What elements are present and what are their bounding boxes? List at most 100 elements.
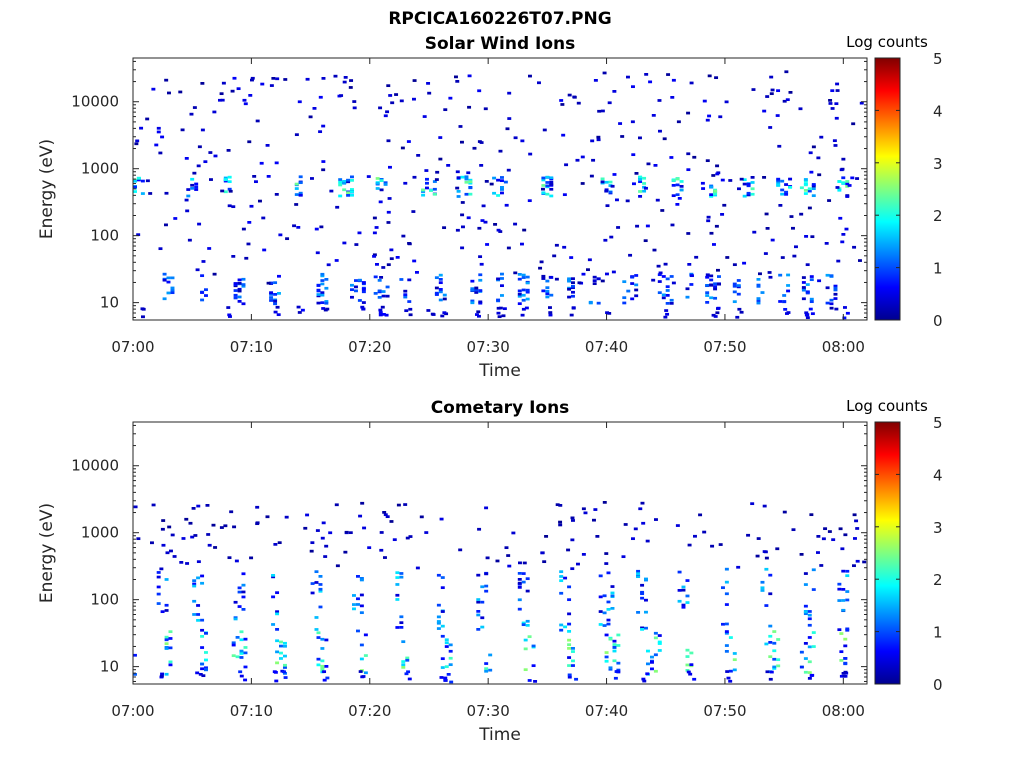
spectrogram-cell bbox=[658, 129, 662, 133]
spectrogram-cell bbox=[200, 574, 205, 578]
spectrogram-cell bbox=[320, 668, 325, 672]
spectrogram-cell bbox=[665, 294, 670, 297]
spectrogram-cell bbox=[190, 177, 195, 181]
spectrogram-cell bbox=[455, 228, 460, 232]
spectrogram-cell bbox=[839, 659, 844, 662]
spectrogram-cell bbox=[571, 294, 575, 298]
spectrogram-cell bbox=[657, 99, 662, 102]
spectrogram-cell bbox=[576, 562, 580, 566]
spectrogram-cell bbox=[350, 193, 354, 197]
spectrogram-cell bbox=[201, 674, 206, 678]
spectrogram-cell bbox=[776, 179, 781, 183]
spectrogram-cell bbox=[273, 543, 278, 546]
spectrogram-cell bbox=[334, 503, 339, 507]
spectrogram-cell bbox=[237, 289, 242, 293]
spectrogram-cell bbox=[799, 553, 804, 556]
spectrogram-cell bbox=[531, 644, 536, 648]
spectrogram-cell bbox=[839, 168, 844, 172]
spectrogram-cell bbox=[489, 182, 494, 186]
spectrogram-cell bbox=[858, 259, 862, 262]
spectrogram-cell bbox=[255, 119, 260, 123]
spectrogram-cell bbox=[170, 288, 175, 292]
spectrogram-cell bbox=[862, 560, 867, 564]
spectrogram-cell bbox=[657, 642, 662, 645]
spectrogram-cell bbox=[196, 613, 201, 616]
spectrogram-cell bbox=[837, 599, 842, 602]
spectrogram-cell bbox=[470, 287, 475, 291]
spectrogram-cell bbox=[496, 298, 501, 302]
spectrogram-cell bbox=[615, 198, 619, 202]
spectrogram-cell bbox=[277, 274, 281, 278]
spectrogram-cell bbox=[709, 278, 714, 282]
spectrogram-cell bbox=[845, 598, 850, 602]
spectrogram-cell bbox=[801, 288, 806, 292]
spectrogram-cell bbox=[476, 310, 481, 314]
spectrogram-cell bbox=[334, 259, 339, 262]
spectrogram-cell bbox=[855, 559, 860, 563]
spectrogram-cell bbox=[243, 665, 248, 669]
spectrogram-cell bbox=[480, 600, 485, 604]
spectrogram-cell bbox=[350, 188, 354, 191]
spectrogram-cell bbox=[610, 184, 615, 188]
spectrogram-cell bbox=[136, 178, 141, 182]
spectrogram-cell bbox=[804, 311, 809, 315]
spectrogram-cell bbox=[807, 189, 812, 193]
spectrogram-cell bbox=[156, 592, 161, 596]
spectrogram-cell bbox=[571, 664, 575, 667]
spectrogram-cell bbox=[303, 526, 308, 530]
spectrogram-cell bbox=[545, 292, 550, 296]
spectrogram-cell bbox=[319, 225, 324, 229]
spectrogram-cell bbox=[791, 226, 795, 230]
spectrogram-cell bbox=[843, 661, 848, 665]
spectrogram-cell bbox=[386, 221, 391, 224]
spectrogram-cell bbox=[356, 629, 360, 633]
spectrogram-cell bbox=[689, 283, 694, 286]
spectrogram-cell bbox=[357, 231, 362, 235]
spectrogram-cell bbox=[356, 597, 360, 601]
spectrogram-cell bbox=[243, 102, 248, 106]
spectrogram-cell bbox=[502, 307, 507, 311]
spectrogram-cell bbox=[292, 224, 297, 228]
spectrogram-cell bbox=[320, 666, 325, 670]
spectrogram-cell bbox=[160, 135, 165, 139]
spectrogram-cell bbox=[204, 288, 208, 292]
spectrogram-cell bbox=[321, 160, 326, 163]
spectrogram-cell bbox=[200, 581, 205, 585]
spectrogram-cell bbox=[170, 291, 175, 295]
spectrogram-cell bbox=[294, 182, 299, 186]
spectrogram-cell bbox=[161, 519, 166, 522]
spectrogram-cell bbox=[714, 224, 719, 228]
spectrogram-cell bbox=[271, 595, 276, 599]
spectrogram-cell bbox=[167, 525, 172, 529]
spectrogram-cell bbox=[576, 101, 581, 105]
spectrogram-cell bbox=[438, 288, 443, 291]
spectrogram-cell bbox=[571, 286, 575, 290]
spectrogram-cell bbox=[728, 636, 733, 639]
spectrogram-cell bbox=[220, 98, 225, 102]
spectrogram-cell bbox=[386, 210, 391, 214]
spectrogram-cell bbox=[501, 314, 506, 318]
colorbar-tick-label: 0 bbox=[933, 676, 943, 694]
spectrogram-cell bbox=[430, 312, 435, 316]
spectrogram-cell bbox=[234, 559, 239, 563]
spectrogram-cell bbox=[454, 75, 458, 79]
spectrogram-cell bbox=[653, 653, 658, 657]
spectrogram-cell bbox=[273, 299, 278, 303]
spectrogram-cell bbox=[817, 279, 822, 283]
spectrogram-cell bbox=[644, 577, 648, 581]
spectrogram-cell bbox=[732, 668, 737, 672]
spectrogram-cell bbox=[602, 594, 607, 598]
spectrogram-cell bbox=[713, 189, 718, 193]
spectrogram-cell bbox=[841, 569, 846, 573]
spectrogram-cell bbox=[389, 248, 394, 252]
spectrogram-cell bbox=[713, 285, 718, 288]
spectrogram-cell bbox=[562, 245, 567, 249]
spectrogram-cell bbox=[388, 165, 392, 169]
spectrogram-cell bbox=[851, 122, 856, 126]
spectrogram-cell bbox=[650, 661, 654, 664]
x-tick-label: 07:30 bbox=[467, 702, 510, 720]
spectrogram-cell bbox=[835, 186, 840, 189]
spectrogram-cell bbox=[323, 308, 328, 312]
spectrogram-cell bbox=[200, 298, 205, 302]
spectrogram-cell bbox=[328, 531, 333, 535]
